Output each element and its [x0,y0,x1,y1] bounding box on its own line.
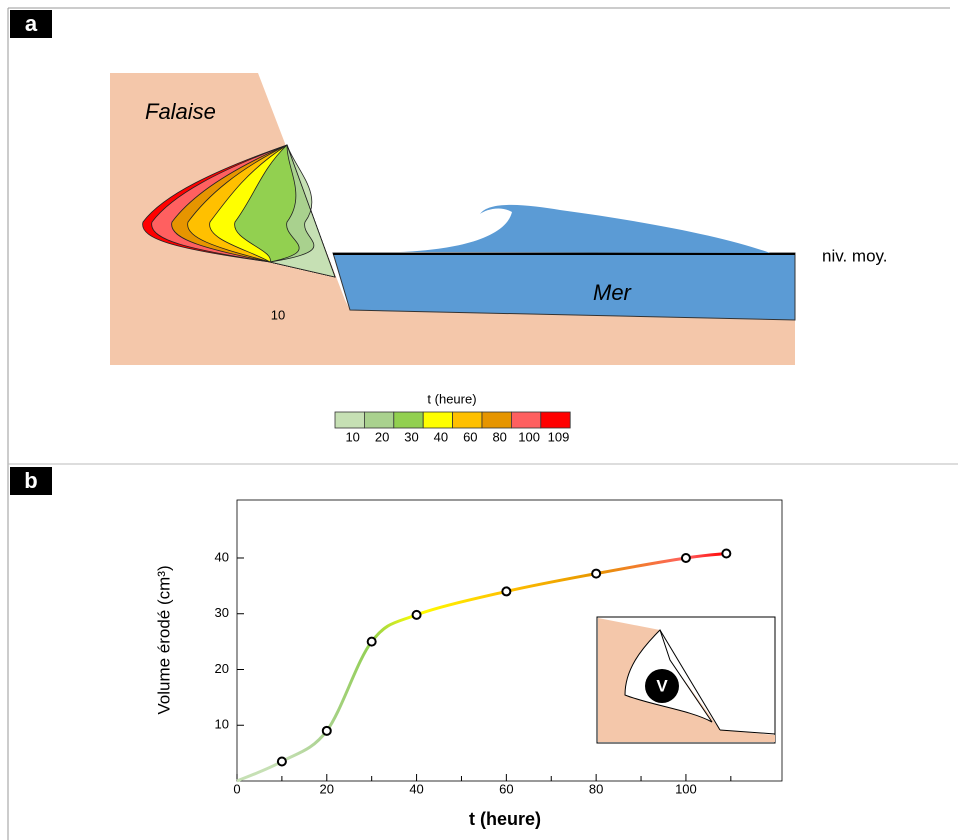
colorbar-swatch [422,411,454,429]
colorbar-label: 30 [404,429,418,444]
x-tick-label: 40 [409,781,423,796]
colorbar-label: 80 [492,429,506,444]
x-tick-label: 0 [233,781,240,796]
panel-label: a [25,11,38,36]
colorbar-swatch [393,411,424,429]
data-point [276,756,287,767]
inset-marker [645,669,679,703]
colorbar-swatch [363,411,395,429]
panel-label-box [10,467,52,495]
colorbar-swatch [334,411,365,429]
colorbar-swatch [452,411,483,429]
sea-label: Mer [593,280,633,305]
data-point [411,609,422,620]
y-tick-label: 10 [215,717,229,732]
colorbar-label: 10 [345,429,359,444]
colorbar-label: 40 [434,429,448,444]
panel-label-box [10,10,52,38]
x-tick-label: 100 [675,781,697,796]
x-axis-label: t (heure) [469,809,541,829]
plot-frame [236,499,783,782]
cliff-label: Falaise [145,99,216,124]
erosion-profile [269,144,336,278]
colorbar-label: 100 [518,429,540,444]
data-point [321,725,332,736]
colorbar-label: 20 [375,429,389,444]
profile-label: 10 [271,307,285,322]
inset-label: V [656,676,668,695]
y-tick-label: 40 [215,549,229,564]
colorbar-label: 60 [463,429,477,444]
panel-label: b [24,468,37,493]
colorbar-swatch [481,411,512,429]
cliff [110,73,795,365]
inset-face [659,629,721,731]
x-tick-label: 80 [589,781,603,796]
data-point [366,636,377,647]
x-tick-label: 60 [499,781,513,796]
y-axis-label: Volume érodé (cm³) [154,565,173,714]
y-tick-label: 30 [215,605,229,620]
data-point [591,568,602,579]
colorbar-swatch [510,411,542,429]
level-label: niv. moy. [822,246,888,265]
x-tick-label: 20 [320,781,334,796]
colorbar-swatch [540,411,571,429]
inset-floor [719,729,776,735]
data-point [721,548,732,559]
wave [400,204,770,253]
y-tick-label: 20 [215,661,229,676]
inset-cliff [598,618,775,742]
colorbar-label: 109 [548,429,570,444]
data-point [680,552,691,563]
colorbar-title: t (heure) [427,391,476,406]
data-point [501,586,512,597]
sea [332,252,796,321]
